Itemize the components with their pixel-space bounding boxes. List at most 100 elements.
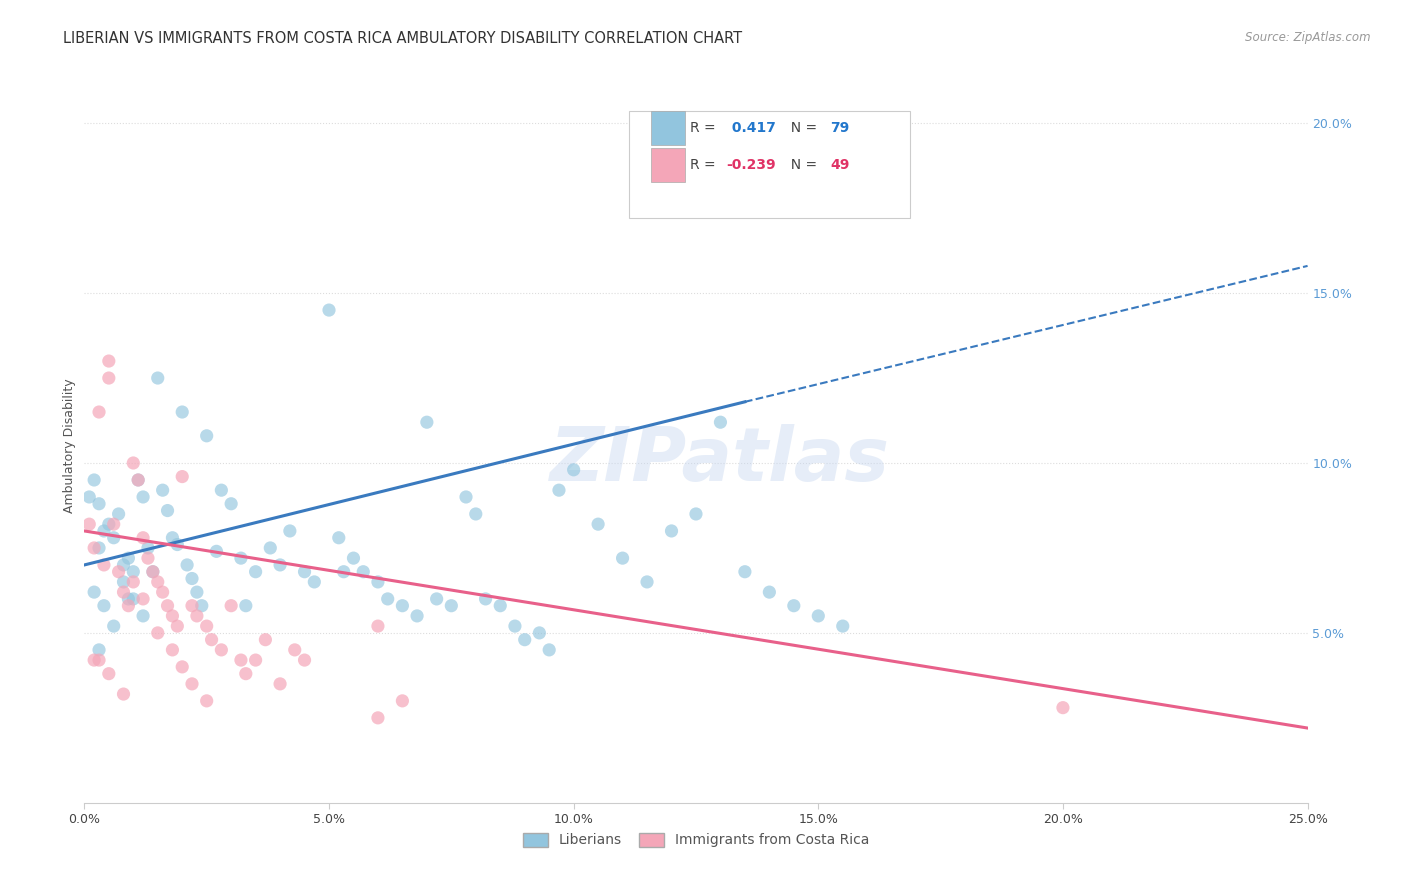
Point <box>783 599 806 613</box>
Text: 0.417: 0.417 <box>727 120 776 135</box>
Point <box>83 541 105 555</box>
Point <box>328 531 350 545</box>
Point <box>122 591 145 606</box>
Point <box>181 677 204 691</box>
Point <box>172 660 194 674</box>
Point <box>612 551 634 566</box>
Point <box>416 415 439 429</box>
Legend: Liberians, Immigrants from Costa Rica: Liberians, Immigrants from Costa Rica <box>517 827 875 853</box>
Point <box>219 497 242 511</box>
Point <box>166 619 188 633</box>
Point <box>304 574 326 589</box>
Point <box>758 585 780 599</box>
Point <box>172 405 194 419</box>
Point <box>162 531 184 545</box>
Point <box>176 558 198 572</box>
Point <box>156 503 179 517</box>
Point <box>146 574 169 589</box>
Point <box>122 565 145 579</box>
FancyBboxPatch shape <box>651 148 685 182</box>
Point <box>132 490 155 504</box>
Text: Source: ZipAtlas.com: Source: ZipAtlas.com <box>1246 31 1371 45</box>
Point <box>734 565 756 579</box>
Point <box>807 608 830 623</box>
Point <box>112 585 135 599</box>
Point <box>685 507 707 521</box>
Point <box>367 711 389 725</box>
Point <box>391 599 413 613</box>
Point <box>97 666 120 681</box>
Point <box>186 585 208 599</box>
Point <box>152 483 174 498</box>
Point <box>186 608 208 623</box>
Point <box>229 653 252 667</box>
Point <box>278 524 301 538</box>
Point <box>142 565 165 579</box>
Point <box>367 574 389 589</box>
Point <box>209 643 232 657</box>
Point <box>152 585 174 599</box>
Point <box>112 558 135 572</box>
Point <box>97 354 120 368</box>
Text: 79: 79 <box>831 120 849 135</box>
Point <box>117 599 139 613</box>
Point <box>636 574 658 589</box>
Point <box>318 303 340 318</box>
Point <box>136 541 159 555</box>
Point <box>77 517 100 532</box>
Point <box>97 371 120 385</box>
Point <box>235 666 257 681</box>
Text: N =: N = <box>782 158 821 172</box>
Point <box>489 599 512 613</box>
Point <box>391 694 413 708</box>
Point <box>83 653 105 667</box>
Point <box>132 531 155 545</box>
Point <box>651 167 673 181</box>
Point <box>332 565 354 579</box>
Point <box>87 541 110 555</box>
Point <box>166 537 188 551</box>
Point <box>709 415 731 429</box>
Point <box>87 405 110 419</box>
Point <box>195 619 218 633</box>
Point <box>464 507 486 521</box>
Point <box>474 591 496 606</box>
Point <box>132 591 155 606</box>
Point <box>831 619 853 633</box>
Point <box>112 687 135 701</box>
Point <box>219 599 242 613</box>
Point <box>107 565 129 579</box>
Point <box>562 463 585 477</box>
Point <box>269 677 291 691</box>
Point <box>83 585 105 599</box>
Point <box>586 517 609 532</box>
Point <box>87 497 110 511</box>
Point <box>103 619 125 633</box>
Text: 49: 49 <box>831 158 849 172</box>
Point <box>117 591 139 606</box>
Point <box>254 632 277 647</box>
Point <box>259 541 281 555</box>
FancyBboxPatch shape <box>651 111 685 145</box>
Point <box>162 608 184 623</box>
Point <box>136 551 159 566</box>
Point <box>112 574 135 589</box>
Point <box>294 653 316 667</box>
Point <box>209 483 232 498</box>
Point <box>142 565 165 579</box>
Point <box>127 473 149 487</box>
Point <box>191 599 214 613</box>
Point <box>122 574 145 589</box>
Point <box>205 544 228 558</box>
Point <box>294 565 316 579</box>
Point <box>454 490 477 504</box>
Point <box>245 653 267 667</box>
Point <box>97 517 120 532</box>
Point <box>229 551 252 566</box>
Point <box>1052 700 1074 714</box>
Point <box>117 551 139 566</box>
Point <box>146 371 169 385</box>
Text: -0.239: -0.239 <box>727 158 776 172</box>
Point <box>503 619 526 633</box>
Point <box>162 643 184 657</box>
